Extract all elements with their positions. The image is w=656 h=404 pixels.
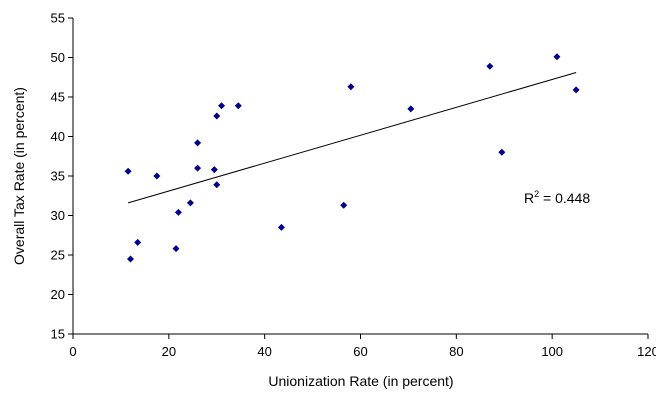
- data-point: [153, 172, 161, 180]
- data-point: [340, 201, 348, 209]
- y-tick-label: 35: [51, 169, 65, 184]
- data-point: [194, 164, 202, 172]
- y-tick-label: 50: [51, 50, 65, 65]
- y-tick-label: 20: [51, 287, 65, 302]
- y-ticks: 15 20 25 30 35 40 45 50 55: [51, 11, 73, 342]
- y-axis-title: Overall Tax Rate (in percent): [11, 87, 27, 265]
- data-point: [234, 102, 242, 110]
- x-tick-label: 60: [353, 344, 367, 359]
- data-point: [498, 148, 506, 156]
- data-point: [134, 238, 142, 246]
- data-point: [174, 208, 182, 216]
- data-point: [213, 181, 221, 189]
- data-point: [486, 62, 494, 70]
- x-tick-label: 120: [637, 344, 656, 359]
- trendline: [127, 72, 577, 204]
- y-tick-label: 45: [51, 90, 65, 105]
- data-point: [210, 166, 218, 174]
- x-tick-label: 20: [162, 344, 176, 359]
- data-point: [124, 167, 132, 175]
- r-squared-annotation: R2 = 0.448: [524, 189, 590, 206]
- x-tick-label: 0: [69, 344, 76, 359]
- x-tick-label: 100: [541, 344, 563, 359]
- y-tick-label: 55: [51, 11, 65, 26]
- data-point: [213, 112, 221, 120]
- data-point: [194, 139, 202, 147]
- y-tick-label: 15: [51, 327, 65, 342]
- y-tick-label: 30: [51, 208, 65, 223]
- data-point: [553, 53, 561, 61]
- x-axis-title: Unionization Rate (in percent): [268, 373, 453, 389]
- data-point: [572, 86, 580, 94]
- x-ticks: 0 20 40 60 80 100 120: [69, 334, 656, 359]
- y-tick-label: 25: [51, 248, 65, 263]
- data-point: [186, 199, 194, 207]
- data-point: [277, 223, 285, 231]
- data-points: [124, 53, 580, 263]
- data-point: [347, 83, 355, 91]
- data-point: [127, 255, 134, 263]
- x-tick-label: 80: [449, 344, 463, 359]
- data-point: [172, 245, 180, 253]
- x-tick-label: 40: [257, 344, 271, 359]
- data-point: [218, 102, 226, 110]
- y-tick-label: 40: [51, 129, 65, 144]
- plot-area: 15 20 25 30 35 40 45 50 55 0 20 40 60 80 100 120: [51, 11, 656, 360]
- data-point: [407, 105, 415, 113]
